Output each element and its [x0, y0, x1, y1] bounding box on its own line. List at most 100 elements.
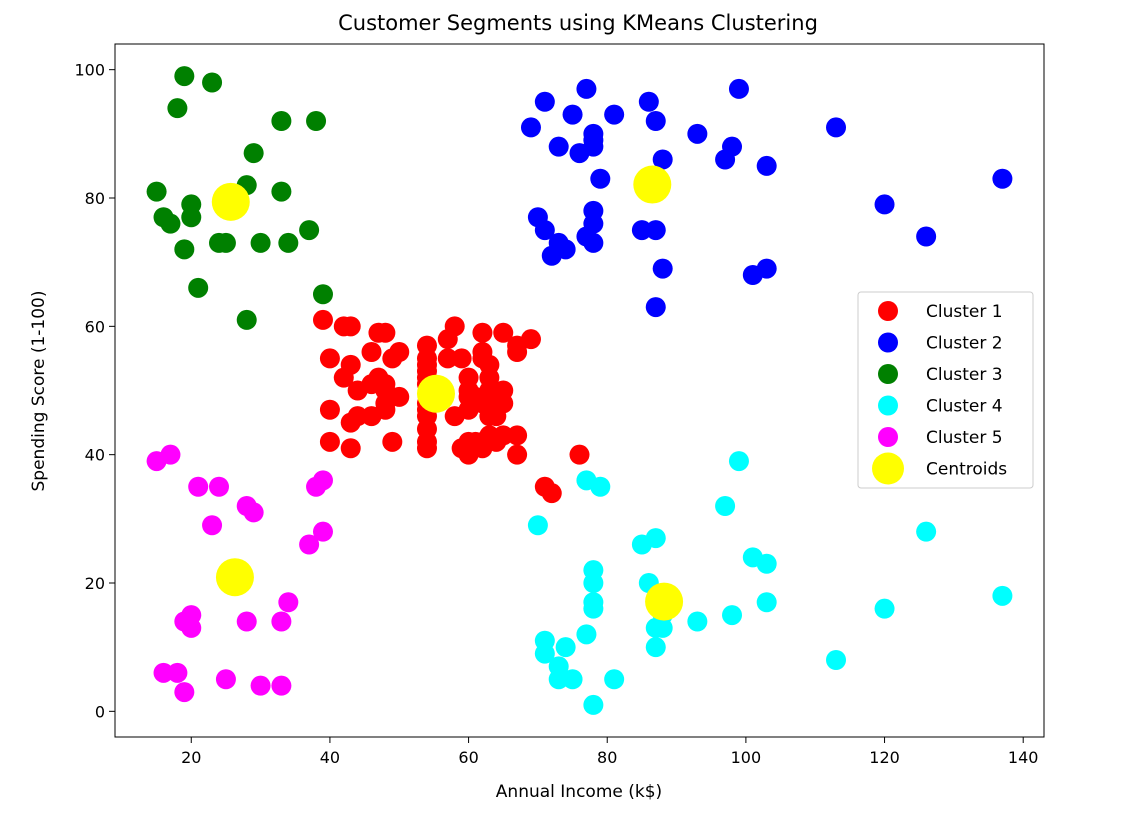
data-point — [215, 669, 236, 690]
data-point — [340, 316, 361, 337]
centroid-point — [645, 582, 684, 621]
data-point — [444, 316, 465, 337]
data-point — [319, 431, 340, 452]
x-tick-label: 40 — [320, 748, 340, 767]
data-point — [271, 111, 292, 131]
series-cluster-1 — [312, 309, 590, 504]
data-point — [534, 91, 555, 112]
data-point — [493, 380, 514, 401]
data-point — [188, 277, 209, 298]
data-point — [174, 682, 195, 703]
plot-frame — [114, 43, 1045, 738]
data-point — [562, 104, 583, 125]
data-point — [826, 650, 847, 670]
data-point — [160, 444, 181, 465]
data-point — [534, 643, 555, 664]
data-point — [576, 78, 597, 99]
centroid-point — [633, 165, 672, 204]
x-tick-label: 60 — [458, 748, 478, 767]
data-point — [555, 239, 576, 260]
data-point — [548, 656, 569, 677]
x-tick-label: 120 — [869, 748, 900, 767]
x-tick-label: 80 — [597, 748, 617, 767]
data-point — [167, 662, 188, 683]
legend-label: Cluster 2 — [926, 334, 1003, 354]
data-point — [271, 611, 292, 632]
data-point — [215, 232, 236, 253]
data-point — [562, 669, 583, 690]
y-tick-label: 100 — [74, 61, 105, 80]
data-point — [583, 694, 604, 715]
data-point — [493, 322, 514, 343]
data-point — [208, 476, 229, 497]
data-point — [534, 220, 555, 241]
series-centroids — [211, 165, 684, 621]
series-cluster-2 — [520, 78, 1013, 318]
data-point — [181, 194, 202, 215]
centroid-point — [211, 182, 250, 221]
data-point — [236, 309, 257, 330]
data-point — [361, 342, 382, 362]
series-cluster-5 — [146, 444, 333, 703]
data-point — [722, 136, 743, 157]
data-point — [520, 117, 541, 138]
data-point — [992, 168, 1013, 189]
data-point — [202, 515, 223, 536]
data-point — [493, 425, 514, 446]
legend-label: Cluster 3 — [926, 365, 1003, 385]
data-point — [181, 617, 202, 638]
data-point — [271, 181, 292, 202]
data-point — [347, 406, 368, 427]
data-point — [756, 553, 777, 574]
legend-marker — [878, 395, 898, 416]
data-point — [916, 226, 937, 247]
data-point — [250, 232, 271, 253]
data-point — [375, 399, 396, 420]
series-cluster-4 — [527, 451, 1013, 715]
data-point — [583, 598, 604, 619]
x-tick-label: 100 — [731, 748, 762, 767]
data-point — [728, 78, 749, 99]
legend: Cluster 1 Cluster 2 Cluster 3 Cluster 4 Clus… — [857, 291, 1034, 489]
data-point — [590, 476, 611, 497]
data-point — [569, 444, 590, 465]
data-point — [507, 342, 528, 362]
legend-label: Cluster 5 — [926, 428, 1003, 448]
data-point — [527, 515, 548, 536]
data-point — [299, 220, 320, 241]
data-point — [416, 335, 437, 356]
legend-marker — [878, 364, 898, 384]
data-point — [645, 220, 666, 241]
data-point — [756, 258, 777, 279]
data-point — [756, 592, 777, 613]
data-point — [638, 91, 659, 112]
data-point — [312, 309, 333, 330]
data-point — [507, 425, 528, 446]
data-point — [202, 72, 223, 93]
data-point — [583, 130, 604, 151]
data-point — [916, 521, 937, 542]
data-point — [437, 348, 458, 369]
data-point — [590, 168, 611, 189]
data-point — [722, 605, 743, 626]
legend-marker — [878, 427, 898, 447]
data-point — [236, 611, 257, 632]
data-point — [826, 117, 847, 138]
data-point — [167, 98, 188, 119]
y-tick-label: 60 — [85, 317, 105, 336]
data-point — [340, 354, 361, 375]
centroid-point — [215, 558, 254, 597]
legend-marker — [872, 452, 904, 485]
data-point — [715, 496, 736, 516]
data-point — [160, 213, 181, 234]
y-tick-label: 20 — [85, 574, 105, 593]
data-point — [583, 200, 604, 221]
data-point — [472, 322, 493, 343]
y-tick-label: 0 — [95, 702, 105, 721]
x-tick-label: 20 — [181, 748, 201, 767]
data-point — [153, 662, 174, 683]
data-point — [188, 476, 209, 497]
data-point — [243, 502, 264, 523]
data-point — [652, 258, 673, 279]
